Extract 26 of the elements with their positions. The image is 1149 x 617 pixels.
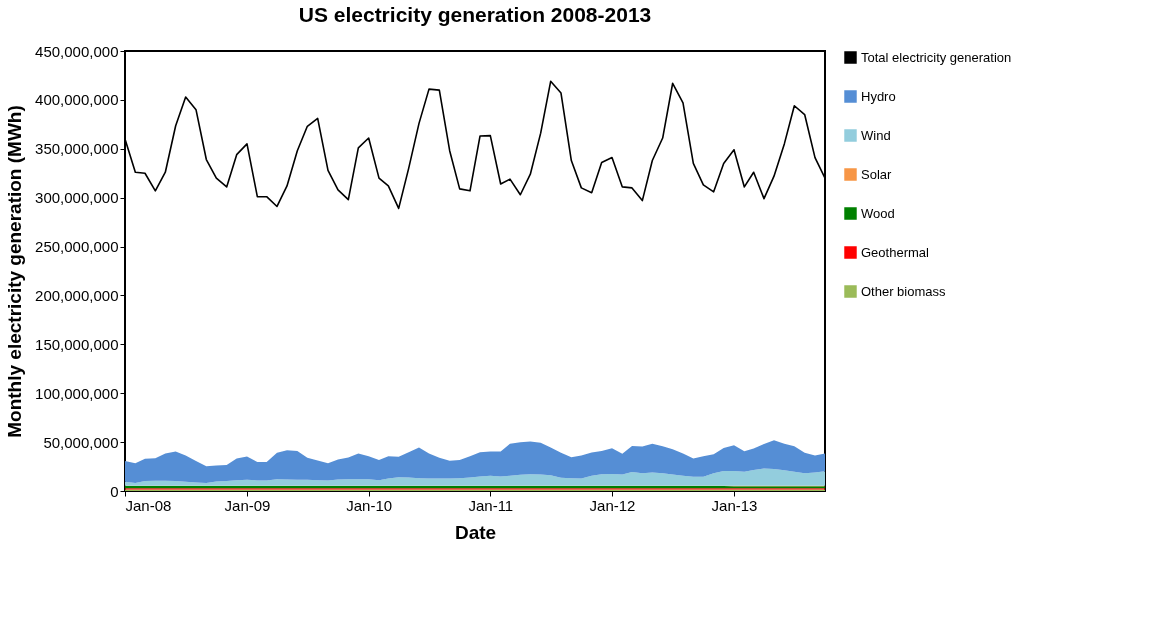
- x-axis-title: Date: [454, 521, 497, 543]
- x-tick-label: Jan-10: [346, 496, 393, 514]
- x-tick-label: Jan-08: [125, 496, 172, 514]
- legend-label: Geothermal: [861, 244, 930, 260]
- legend-label: Solar: [861, 166, 893, 182]
- y-tick-label: 300,000,000: [35, 189, 119, 207]
- y-tick-label: 200,000,000: [35, 286, 119, 304]
- legend-label: Hydro: [861, 88, 896, 104]
- legend-label: Wood: [861, 205, 895, 221]
- y-tick-label: 450,000,000: [35, 42, 119, 60]
- y-tick-label: 0: [110, 482, 119, 500]
- x-tick-label: Jan-13: [711, 496, 758, 514]
- x-tick-label: Jan-09: [224, 496, 271, 514]
- y-tick-label: 50,000,000: [43, 433, 119, 451]
- y-tick-label: 250,000,000: [35, 238, 119, 256]
- legend-label: Wind: [861, 127, 891, 143]
- y-tick-label: 350,000,000: [35, 140, 119, 158]
- x-tick-label: Jan-11: [468, 496, 514, 514]
- y-tick-label: 100,000,000: [35, 384, 119, 402]
- y-axis-title: Monthly electricity generation (MWh): [4, 105, 26, 438]
- x-tick-label: Jan-12: [589, 496, 636, 514]
- y-tick-label: 400,000,000: [35, 91, 119, 109]
- y-tick-label: 150,000,000: [35, 335, 119, 353]
- legend-label: Other biomass: [861, 283, 947, 299]
- chart-title: US electricity generation 2008-2013: [298, 3, 652, 26]
- legend-label: Total electricity generation: [861, 49, 1012, 65]
